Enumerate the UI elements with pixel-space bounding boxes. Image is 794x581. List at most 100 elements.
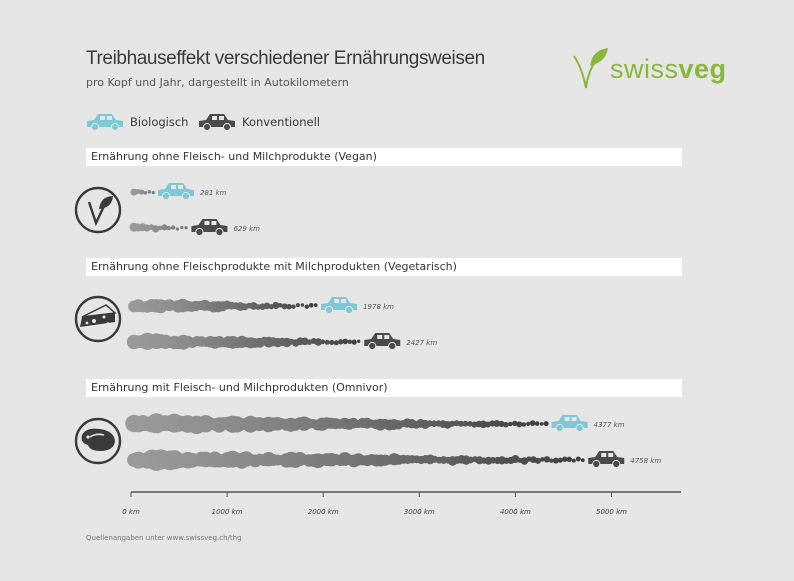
bar-smoke-puff [357,339,361,343]
bar-smoke-puff [543,456,551,463]
bar-smoke-puff [147,190,152,194]
bar-smoke-puff [291,304,296,309]
chart-bars: 281 km 629 km 1978 km 2427 km 4377 km 4758 km [125,183,661,471]
steak-icon [74,417,122,465]
x-axis: 0 km 1000 km 2000 km 3000 km 4000 km 5000 km [122,491,681,516]
x-tick-label: 5000 km [596,508,627,516]
bar-smoke-puff [467,421,473,427]
car-icon [321,297,358,315]
bar-smoke-puff [516,421,523,428]
x-tick-label: 1000 km [212,508,243,516]
bar-smoke-puff [575,456,581,462]
data-label: 4377 km [594,421,625,429]
bar-smoke-puff [135,189,141,194]
bar-smoke-puff [277,303,283,308]
bar-smoke-puff [306,339,313,345]
source-note: Quellenangaben unter www.swissveg.ch/thg [86,534,242,542]
bar-smoke-puff [526,421,531,426]
bar-smoke-puff [320,339,326,345]
bar: 2427 km [126,332,437,351]
bar-smoke-puff [139,189,145,195]
bar-smoke-puff [458,420,464,427]
bar-smoke-puff [453,420,460,427]
car-icon [191,219,228,237]
bar-smoke-puff [557,457,563,463]
bar-smoke-puff [166,225,171,231]
bar-smoke-puff [543,421,549,427]
bar-smoke-puff [552,457,559,464]
bar-smoke-puff [324,339,330,345]
swissveg-logo: swissveg [570,44,760,94]
bar-smoke-puff [479,420,488,429]
bar: 1978 km [128,297,394,315]
bar-smoke-puff [571,458,576,463]
bar-smoke-puff [184,226,188,230]
car-icon [588,451,625,469]
bar-smoke-puff [304,304,309,309]
data-label: 281 km [200,189,227,197]
bar-smoke-puff [503,421,509,428]
section-label-vegan: Ernährung ohne Fleisch- und Milchprodukt… [86,148,682,166]
bar-smoke-puff [342,338,349,345]
bar-smoke-puff [529,420,536,426]
bar: 4377 km [125,413,625,435]
bar-smoke-puff [333,340,339,346]
bar-smoke-puff [534,457,542,464]
bar-smoke-puff [521,422,527,427]
x-tick-label: 3000 km [404,508,435,516]
data-label: 1978 km [363,303,394,311]
section-label-omnivore: Ernährung mit Fleisch- und Milchprodukte… [86,379,682,397]
sprout-icon [573,48,608,89]
data-label: 629 km [233,225,260,233]
chart-subtitle: pro Kopf und Jahr, dargestellt in Autoki… [86,76,349,89]
bar-smoke-puff [562,456,568,462]
bar-smoke-puff [180,225,184,230]
x-tick-label: 2000 km [308,508,339,516]
car-icon [364,333,401,351]
bar-smoke-puff [449,420,456,427]
bar-smoke-puff [338,339,344,345]
bar-smoke-puff [143,191,148,195]
vegan-leaf-icon [74,186,122,234]
bar-smoke-puff [539,422,544,426]
bar-smoke-puff [498,420,505,427]
bar-smoke-puff [566,456,572,462]
car-icon [158,183,195,201]
logo-wordmark: swissveg [610,54,727,85]
bar-smoke-puff [347,339,352,344]
bar-smoke-puff [313,303,318,307]
car-icon [199,114,235,131]
car-icon [87,114,123,131]
bar-smoke-puff [295,303,300,308]
bar-smoke-puff [272,301,280,310]
bar-smoke-puff [534,421,540,426]
logo-text-bold: veg [678,54,727,84]
bar-smoke-puff [161,224,168,231]
bar-smoke-puff [151,191,155,195]
bar-smoke-puff [314,338,323,346]
bar-smoke-puff [286,303,292,310]
bar-smoke-puff [152,225,160,233]
legend-item-biologisch: Biologisch [86,112,188,132]
bar-smoke-puff [580,458,585,463]
bar-smoke-puff [351,339,357,345]
bar: 281 km [130,183,227,201]
bar-smoke-puff [157,225,163,231]
bar-smoke-puff [170,225,176,230]
logo-text-light: swiss [610,54,679,84]
bar: 629 km [129,219,260,237]
bar-smoke-puff [263,302,271,310]
x-tick-label: 4000 km [500,508,531,516]
bar-smoke-puff [512,420,518,427]
legend-item-konventionell: Konventionell [198,112,320,132]
bar-smoke-puff [508,421,513,427]
bar-smoke-puff [540,457,545,462]
section-label-vegetarian: Ernährung ohne Fleischprodukte mit Milch… [86,258,682,276]
data-label: 2427 km [406,339,437,347]
bar-smoke-puff [549,458,554,463]
chart-title: Treibhauseffekt verschiedener Ernährungs… [86,48,485,69]
x-tick-label: 0 km [122,508,140,516]
data-label: 4758 km [630,457,661,465]
bar: 4758 km [127,449,661,471]
